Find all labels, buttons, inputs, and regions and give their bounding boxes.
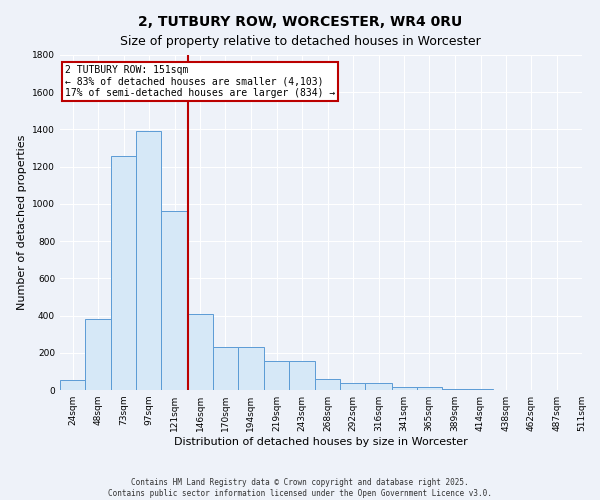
Text: Contains HM Land Registry data © Crown copyright and database right 2025.
Contai: Contains HM Land Registry data © Crown c…	[108, 478, 492, 498]
Bar	[417, 387, 442, 390]
Bar	[238, 347, 264, 390]
Bar	[365, 382, 392, 390]
Bar	[60, 380, 85, 390]
Bar	[315, 379, 340, 390]
Bar	[392, 387, 417, 390]
Bar	[442, 389, 468, 390]
Bar	[111, 156, 136, 390]
Bar	[289, 361, 315, 390]
X-axis label: Distribution of detached houses by size in Worcester: Distribution of detached houses by size …	[174, 437, 468, 447]
Bar	[213, 347, 238, 390]
Bar	[468, 389, 493, 390]
Bar	[264, 361, 289, 390]
Bar	[188, 314, 213, 390]
Bar	[340, 382, 365, 390]
Bar	[136, 132, 161, 390]
Bar	[161, 212, 188, 390]
Text: Size of property relative to detached houses in Worcester: Size of property relative to detached ho…	[119, 35, 481, 48]
Text: 2 TUTBURY ROW: 151sqm
← 83% of detached houses are smaller (4,103)
17% of semi-d: 2 TUTBURY ROW: 151sqm ← 83% of detached …	[65, 65, 335, 98]
Text: 2, TUTBURY ROW, WORCESTER, WR4 0RU: 2, TUTBURY ROW, WORCESTER, WR4 0RU	[138, 15, 462, 29]
Y-axis label: Number of detached properties: Number of detached properties	[17, 135, 26, 310]
Bar	[85, 320, 111, 390]
